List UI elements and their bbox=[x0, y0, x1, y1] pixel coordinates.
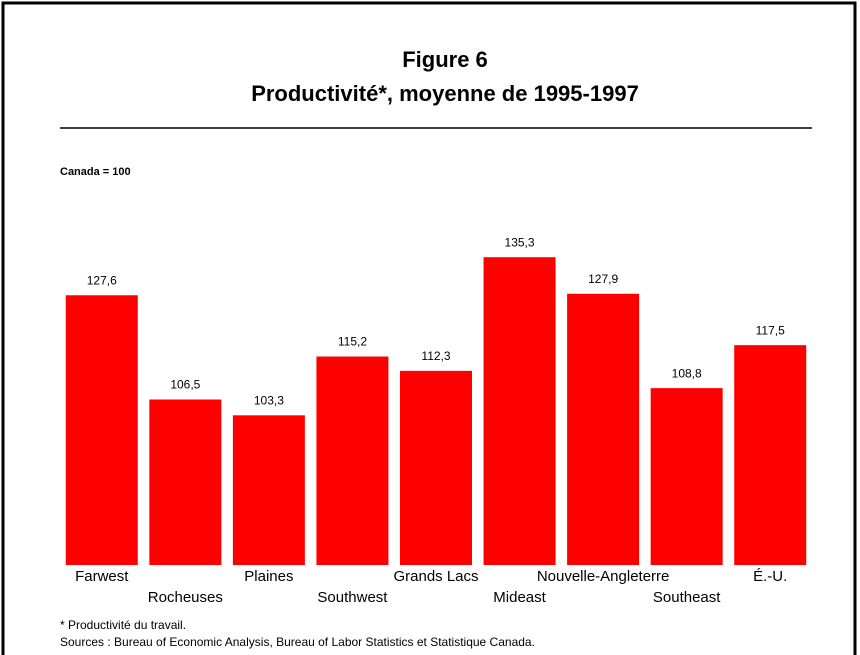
value-label: 103,3 bbox=[254, 393, 284, 407]
x-tick-label: Southeast bbox=[653, 589, 721, 606]
bar bbox=[232, 415, 305, 565]
bar bbox=[734, 345, 807, 565]
x-tick-label: Rocheuses bbox=[148, 589, 223, 606]
bar bbox=[650, 388, 723, 565]
y-label: Canada = 100 bbox=[60, 166, 131, 178]
x-tick-label: Grands Lacs bbox=[393, 568, 478, 585]
bar bbox=[483, 257, 556, 565]
x-tick-label: Mideast bbox=[493, 589, 546, 606]
chart-subtitle: Productivité*, moyenne de 1995-1997 bbox=[251, 81, 639, 106]
x-tick-label: Farwest bbox=[75, 568, 129, 585]
bar bbox=[149, 399, 222, 565]
value-label: 117,5 bbox=[756, 323, 785, 337]
x-tick-label: É.-U. bbox=[753, 568, 787, 585]
value-label: 127,9 bbox=[588, 272, 618, 286]
value-label: 135,3 bbox=[505, 235, 535, 249]
bar bbox=[316, 356, 389, 565]
value-label: 112,3 bbox=[421, 349, 450, 363]
chart-title: Figure 6 bbox=[402, 47, 488, 72]
value-label: 106,5 bbox=[170, 378, 200, 392]
x-tick-label: Nouvelle-Angleterre bbox=[537, 568, 670, 585]
bar bbox=[400, 370, 472, 565]
footnote: Sources : Bureau of Economic Analysis, B… bbox=[60, 635, 535, 649]
value-label: 108,8 bbox=[672, 366, 702, 380]
value-label: 127,6 bbox=[87, 273, 117, 287]
x-tick-label: Southwest bbox=[317, 589, 388, 606]
footnote: * Productivité du travail. bbox=[60, 618, 186, 632]
x-tick-label: Plaines bbox=[244, 568, 293, 585]
bar bbox=[567, 293, 640, 565]
bar bbox=[65, 295, 138, 565]
value-label: 115,2 bbox=[338, 335, 367, 349]
